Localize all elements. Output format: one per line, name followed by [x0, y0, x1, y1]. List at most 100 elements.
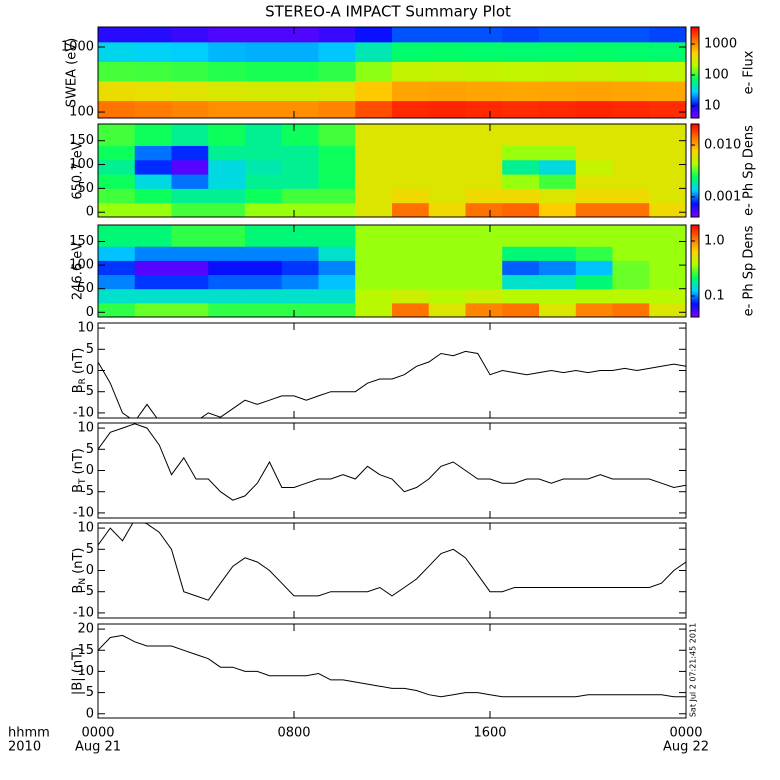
heatmap-cell: [245, 274, 283, 290]
y-tick-label: 1000: [61, 40, 94, 55]
y-tick-label: 5: [86, 342, 94, 357]
heatmap-cell: [208, 41, 246, 62]
heatmap-cell: [539, 260, 577, 276]
heatmap-cell: [539, 302, 577, 317]
heatmap-cell: [575, 100, 613, 118]
heatmap-cell: [98, 27, 136, 43]
heatmap-cell: [465, 202, 503, 217]
heatmap-cell: [502, 61, 540, 82]
heatmap-cell: [575, 202, 613, 217]
heatmap-cell: [318, 159, 356, 175]
heatmap-cell: [318, 41, 356, 62]
heatmap-cell: [649, 174, 686, 189]
y-axis-label-sub: T: [78, 478, 88, 485]
heatmap-cell: [355, 100, 393, 118]
heatmap-cell: [171, 246, 209, 261]
heatmap-cell: [539, 100, 577, 118]
heatmap-cell: [612, 260, 650, 276]
heatmap-cell: [575, 188, 613, 204]
heatmap-cell: [539, 202, 577, 217]
heatmap-cell: [134, 145, 172, 161]
heatmap-cell: [392, 81, 430, 102]
colorbar-tick-label: 0.001: [704, 189, 741, 204]
y-tick-label: 0: [86, 305, 94, 320]
heatmap-cell: [539, 225, 577, 247]
heatmap-cell: [355, 202, 393, 217]
heatmap-cell: [392, 302, 430, 317]
heatmap-cell: [98, 159, 136, 175]
heatmap-cell: [502, 27, 540, 43]
x-tick-label: 0800: [277, 726, 310, 741]
y-axis-label-main: B: [71, 484, 86, 493]
heatmap-cell: [539, 274, 577, 290]
heatmap-cell: [171, 225, 209, 247]
heatmap-cell: [392, 159, 430, 175]
panel: [98, 350, 686, 418]
heatmap-cell: [392, 124, 430, 146]
heatmap-cell: [649, 302, 686, 317]
heatmap-cell: [539, 288, 577, 304]
y-tick-label: 50: [77, 281, 94, 296]
data-line: [98, 423, 686, 501]
heatmap-cell: [98, 145, 136, 161]
heatmap-cell: [575, 274, 613, 290]
heatmap-cell: [392, 288, 430, 304]
heatmap-cell: [465, 124, 503, 146]
heatmap-cell: [134, 188, 172, 204]
heatmap-cell: [134, 260, 172, 276]
heatmap-cell: [355, 145, 393, 161]
heatmap-cell: [612, 202, 650, 217]
heatmap-cell: [355, 274, 393, 290]
panel-frame: [97, 623, 687, 719]
panel: [98, 27, 686, 118]
y-tick-label: 0: [86, 205, 94, 220]
heatmap-cell: [465, 288, 503, 304]
heatmap-cell: [171, 145, 209, 161]
heatmap-cell: [392, 41, 430, 62]
heatmap-cell: [465, 145, 503, 161]
heatmap-cell: [245, 159, 283, 175]
heatmap-cell: [134, 202, 172, 217]
x-tick-label: 1600: [473, 726, 506, 741]
heatmap-cell: [428, 260, 466, 276]
heatmap-cell: [281, 246, 319, 261]
heatmap-cell: [428, 61, 466, 82]
heatmap-cell: [355, 159, 393, 175]
heatmap-cell: [575, 81, 613, 102]
y-tick-label: 10: [77, 321, 94, 336]
colorbar-tick-label: 0.1: [704, 288, 725, 303]
y-tick-label: 10: [77, 421, 94, 436]
heatmap-cell: [171, 61, 209, 82]
heatmap-cell: [208, 274, 246, 290]
heatmap-cell: [171, 174, 209, 189]
heatmap-cell: [245, 188, 283, 204]
heatmap-cell: [281, 274, 319, 290]
heatmap-cell: [649, 124, 686, 146]
heatmap-cell: [281, 225, 319, 247]
y-axis-label-main: B: [71, 585, 86, 594]
data-line: [98, 350, 686, 418]
y-tick-label: -10: [73, 405, 94, 420]
y-axis-label: BT (nT): [71, 448, 88, 493]
heatmap-cell: [98, 246, 136, 261]
heatmap-cell: [539, 124, 577, 146]
heatmap-cell: [539, 188, 577, 204]
y-tick-label: 0: [86, 463, 94, 478]
colorbar-tick-label: 1.0: [704, 233, 725, 248]
heatmap-cell: [281, 159, 319, 175]
heatmap-cell: [502, 274, 540, 290]
y-axis-label: 650.7 eV: [71, 141, 86, 199]
heatmap-cell: [392, 260, 430, 276]
heatmap-cell: [171, 41, 209, 62]
heatmap-cell: [208, 124, 246, 146]
heatmap-cell: [428, 274, 466, 290]
heatmap-cell: [208, 302, 246, 317]
heatmap-cell: [245, 225, 283, 247]
heatmap-cell: [134, 274, 172, 290]
heatmap-cell: [539, 81, 577, 102]
heatmap-cell: [98, 274, 136, 290]
heatmap-cell: [465, 225, 503, 247]
heatmap-cell: [575, 27, 613, 43]
heatmap-cell: [245, 100, 283, 118]
heatmap-cell: [355, 246, 393, 261]
